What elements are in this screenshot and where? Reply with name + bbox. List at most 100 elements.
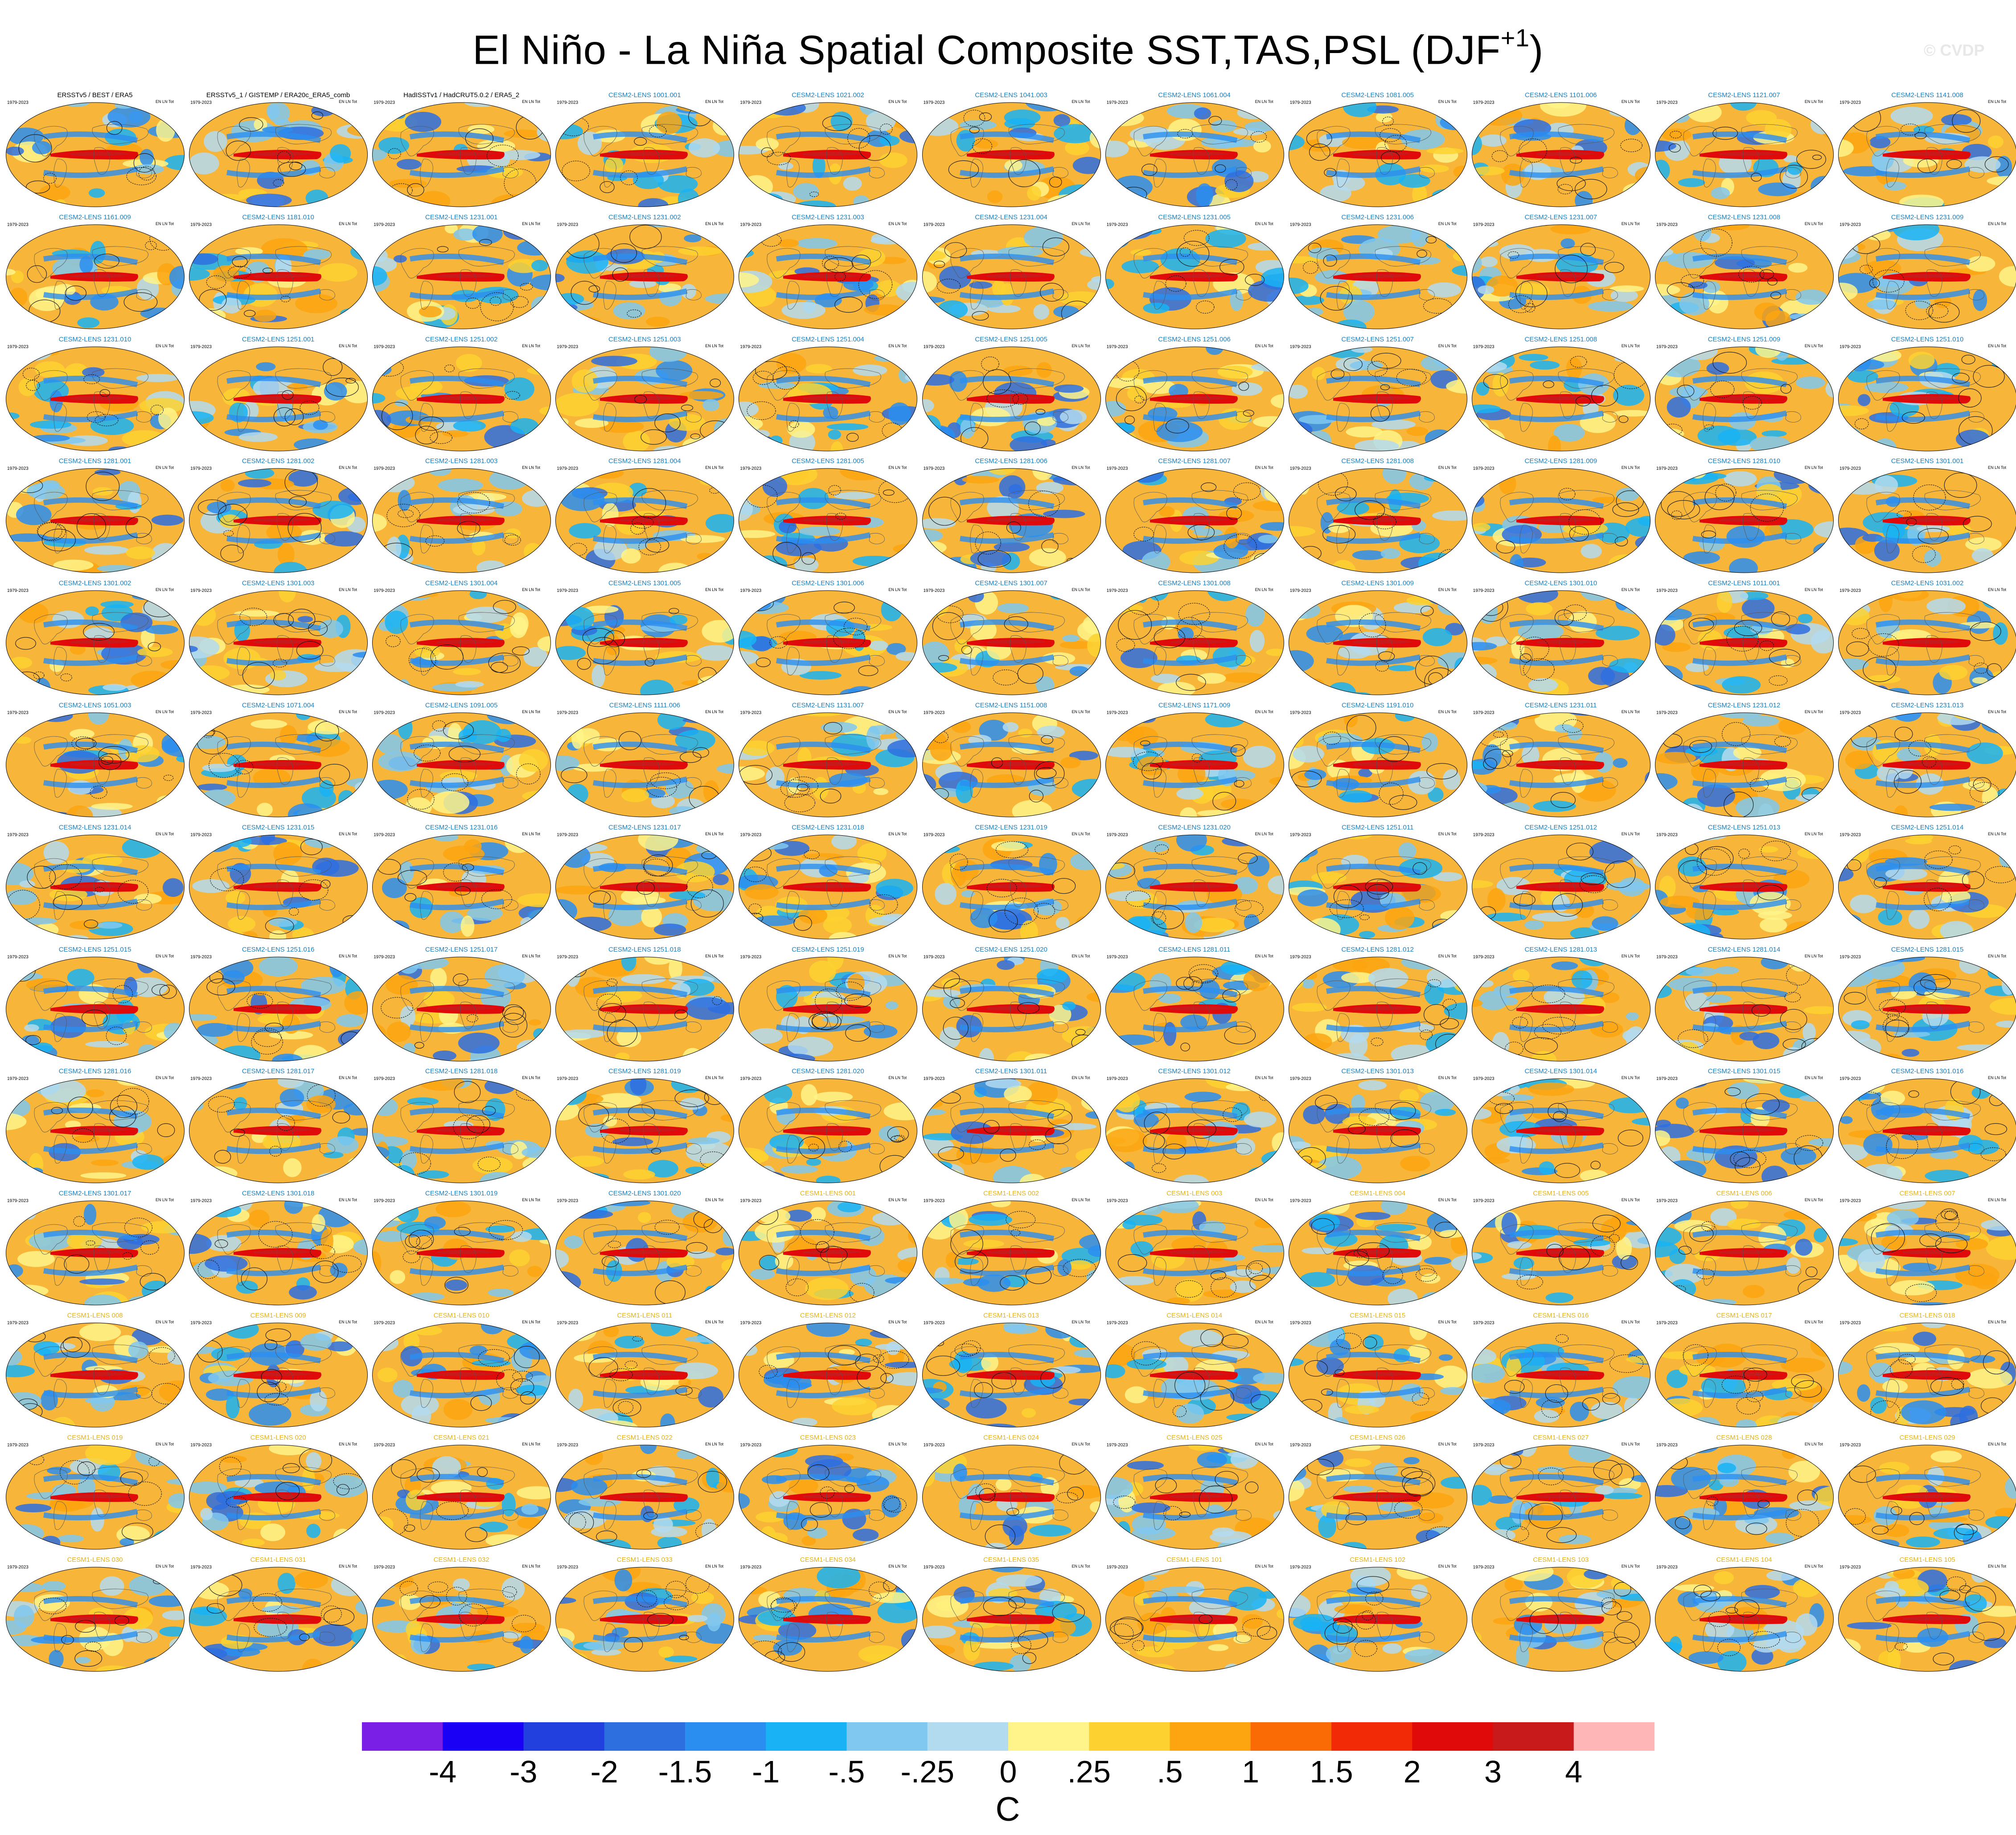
panel-title: CESM2-LENS 1091.005 — [425, 702, 498, 709]
psl-contour — [773, 366, 800, 390]
coastline — [1317, 248, 1351, 279]
anomaly-patch — [1289, 680, 1303, 693]
composite-panel: CESM2-LENS 1251.007 1979-2023 EN LN Tot — [1286, 336, 1470, 456]
anomaly-patch — [133, 164, 164, 174]
coastline — [420, 647, 433, 676]
panel-period: 1979-2023 — [740, 588, 762, 594]
anomaly-patch — [375, 837, 389, 857]
psl-contour — [634, 137, 647, 146]
anomaly-patch — [1270, 394, 1284, 409]
anomaly-patch — [455, 681, 484, 688]
coastline — [1785, 777, 1801, 788]
composite-panel: CESM2-LENS 1141.008 1979-2023 EN LN Tot — [1836, 91, 2016, 212]
anomaly-patch — [195, 469, 214, 482]
anomaly-patch — [1260, 522, 1284, 531]
psl-contour — [880, 123, 893, 135]
anomaly-patch — [1640, 544, 1651, 566]
panel-stats: EN LN Tot — [888, 587, 907, 592]
coastline — [1375, 246, 1431, 267]
psl-contour — [883, 489, 895, 496]
panel-period: 1979-2023 — [1289, 344, 1311, 349]
anomaly-patch — [848, 871, 869, 883]
anomaly-patch — [1380, 548, 1400, 559]
psl-contour — [1412, 862, 1427, 875]
anomaly-patch — [1221, 672, 1267, 683]
psl-contour — [589, 890, 611, 905]
psl-contour — [1212, 792, 1236, 811]
anomaly-patch — [1622, 685, 1651, 693]
anomaly-patch — [92, 487, 113, 496]
cool-horseshoe — [1509, 497, 1604, 509]
anomaly-patch — [287, 383, 308, 390]
anomaly-patch — [372, 1097, 398, 1117]
coastline — [786, 159, 800, 188]
psl-contour — [1151, 911, 1166, 925]
enso-warm-core — [620, 518, 681, 522]
composite-panel: CESM2-LENS 1251.013 1979-2023 EN LN Tot — [1653, 824, 1836, 944]
anomaly-patch — [91, 803, 133, 810]
anomaly-patch — [939, 266, 971, 289]
psl-contour — [1359, 613, 1386, 637]
panel-period: 1979-2023 — [1473, 466, 1495, 472]
cool-horseshoe — [226, 253, 321, 265]
anomaly-patch — [8, 468, 36, 479]
anomaly-patch — [853, 364, 887, 376]
anomaly-patch — [1946, 524, 1972, 536]
map-outline — [372, 590, 551, 695]
coastline — [969, 647, 983, 676]
panel-stats: EN LN Tot — [705, 465, 724, 470]
panel-period: 1979-2023 — [1473, 588, 1495, 594]
anomaly-patch — [445, 1280, 468, 1291]
psl-contour — [106, 121, 123, 135]
enso-warm-core — [1903, 640, 1963, 644]
anomaly-patch — [372, 196, 385, 207]
coastline — [1742, 391, 1759, 419]
anomaly-patch — [1485, 912, 1526, 922]
anomaly-patch — [788, 1036, 833, 1057]
anomaly-patch — [527, 1266, 542, 1277]
psl-contour — [479, 239, 492, 246]
anomaly-patch — [1982, 469, 2004, 478]
composite-panel: CESM2-LENS 1251.015 1979-2023 EN LN Tot — [4, 946, 187, 1066]
panel-period: 1979-2023 — [1106, 344, 1128, 349]
coastline — [869, 655, 885, 667]
psl-contour — [1502, 750, 1513, 757]
anomaly-patch — [1289, 565, 1317, 573]
psl-contour — [1320, 286, 1353, 311]
coastline — [458, 490, 515, 511]
coastline — [1866, 736, 1900, 767]
psl-contour — [612, 267, 629, 282]
psl-contour — [1354, 500, 1385, 520]
psl-contour — [457, 521, 480, 536]
psl-contour — [963, 110, 985, 127]
anomaly-patch — [729, 413, 734, 426]
composite-panel: CESM2-LENS 1251.012 1979-2023 EN LN Tot — [1470, 824, 1653, 944]
anomaly-patch — [1964, 156, 2001, 173]
anomaly-patch — [100, 601, 134, 608]
anomaly-patch — [621, 974, 666, 984]
anomaly-patch — [1059, 1167, 1079, 1174]
anomaly-patch — [922, 807, 959, 817]
map-outline — [6, 224, 185, 329]
coastline — [53, 281, 67, 310]
psl-contour — [431, 645, 464, 670]
coastline — [217, 248, 251, 279]
anomaly-patch — [140, 307, 178, 320]
coastline — [275, 612, 332, 632]
anomaly-patch — [1158, 506, 1174, 517]
anomaly-patch — [34, 361, 65, 378]
anomaly-patch — [1999, 103, 2016, 109]
composite-panel: CESM2-LENS 1281.007 1979-2023 EN LN Tot — [1103, 457, 1286, 578]
coastline — [603, 769, 616, 798]
anomaly-patch — [934, 883, 957, 905]
anomaly-patch — [716, 198, 734, 207]
anomaly-patch — [669, 891, 706, 900]
anomaly-patch — [1655, 751, 1696, 764]
anomaly-patch — [1399, 858, 1442, 879]
panel-stats: EN LN Tot — [888, 221, 907, 226]
coastline — [1968, 777, 1984, 788]
panel-stats: EN LN Tot — [705, 831, 724, 836]
anomaly-patch — [1477, 429, 1505, 451]
panel-title: CESM2-LENS 1281.015 — [1891, 945, 1964, 953]
anomaly-patch — [1217, 365, 1253, 379]
